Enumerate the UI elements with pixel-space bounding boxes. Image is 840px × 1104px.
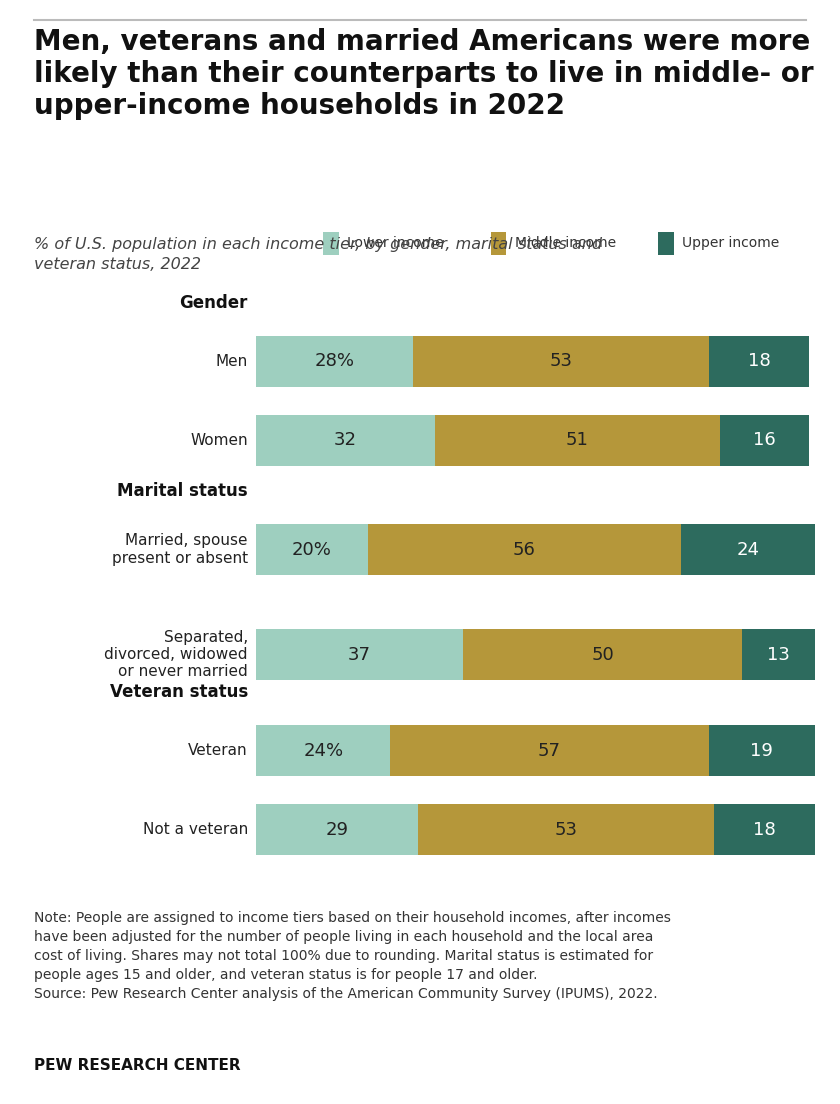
Text: Upper income: Upper income (682, 236, 780, 251)
FancyBboxPatch shape (491, 232, 507, 255)
Text: 57: 57 (538, 742, 561, 760)
Text: 50: 50 (591, 646, 614, 664)
Text: 56: 56 (513, 541, 536, 559)
Text: 20%: 20% (292, 541, 332, 559)
Bar (391, 725, 709, 776)
Text: Men: Men (216, 354, 248, 369)
Text: 28%: 28% (314, 352, 354, 371)
Bar (256, 629, 463, 680)
Text: Not a veteran: Not a veteran (143, 822, 248, 837)
Text: Men, veterans and married Americans were more
likely than their counterparts to : Men, veterans and married Americans were… (34, 28, 813, 120)
Text: Separated,
divorced, widowed
or never married: Separated, divorced, widowed or never ma… (104, 629, 248, 679)
Text: 19: 19 (750, 742, 773, 760)
Text: 37: 37 (348, 646, 371, 664)
Text: 53: 53 (554, 820, 578, 839)
Text: 24: 24 (737, 541, 759, 559)
Bar (368, 524, 680, 575)
Bar (256, 336, 412, 386)
Text: Women: Women (190, 433, 248, 447)
Bar (709, 725, 815, 776)
Text: Note: People are assigned to income tiers based on their household incomes, afte: Note: People are assigned to income tier… (34, 911, 670, 1000)
Text: 32: 32 (334, 432, 357, 449)
Bar (435, 415, 720, 466)
Bar (743, 629, 815, 680)
Bar (714, 804, 815, 854)
Text: 29: 29 (326, 820, 349, 839)
Text: Veteran: Veteran (188, 743, 248, 758)
Bar (418, 804, 714, 854)
Text: 16: 16 (753, 432, 776, 449)
Text: % of U.S. population in each income tier, by gender, marital status and
veteran : % of U.S. population in each income tier… (34, 237, 601, 273)
Text: Married, spouse
present or absent: Married, spouse present or absent (112, 533, 248, 565)
Bar (256, 804, 418, 854)
FancyBboxPatch shape (323, 232, 339, 255)
Bar (680, 524, 815, 575)
Text: Lower income: Lower income (347, 236, 444, 251)
Text: 18: 18 (748, 352, 770, 371)
Text: Middle income: Middle income (515, 236, 616, 251)
Text: 24%: 24% (303, 742, 344, 760)
Text: Veteran status: Veteran status (109, 683, 248, 701)
Bar (709, 336, 809, 386)
Text: 13: 13 (767, 646, 790, 664)
Bar (256, 524, 368, 575)
Bar (256, 725, 391, 776)
Bar (256, 415, 435, 466)
Text: Gender: Gender (180, 294, 248, 311)
Text: 18: 18 (753, 820, 776, 839)
Text: 51: 51 (566, 432, 589, 449)
FancyBboxPatch shape (659, 232, 674, 255)
Text: PEW RESEARCH CENTER: PEW RESEARCH CENTER (34, 1058, 240, 1073)
Bar (412, 336, 709, 386)
Bar (720, 415, 809, 466)
Bar (463, 629, 743, 680)
Text: Marital status: Marital status (118, 481, 248, 500)
Text: 53: 53 (549, 352, 572, 371)
